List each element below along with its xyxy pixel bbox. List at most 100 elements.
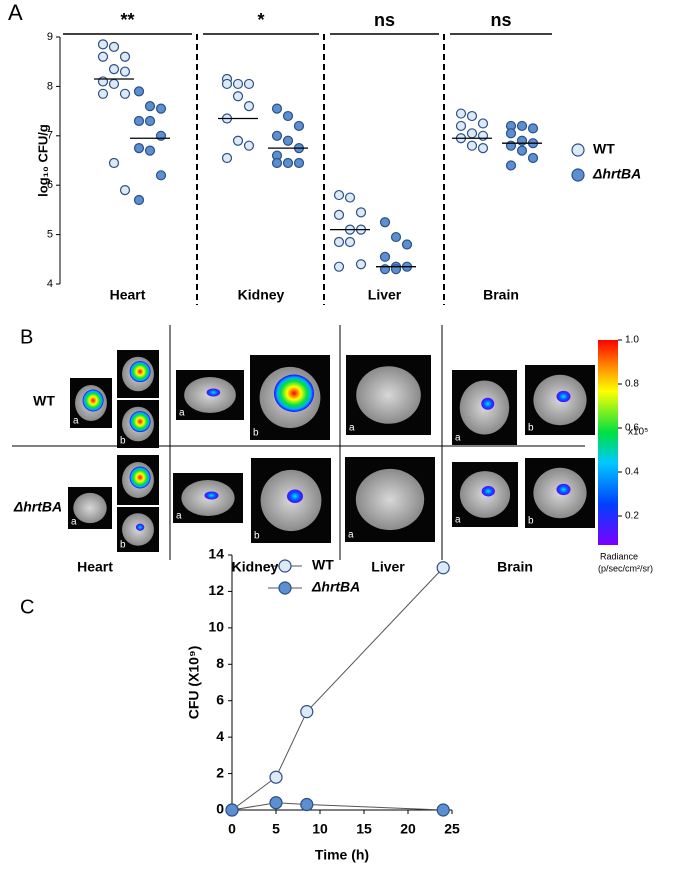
data-point <box>133 86 145 97</box>
significance: ns <box>374 10 395 30</box>
data-point <box>516 135 528 146</box>
organ-label: Heart <box>77 559 113 575</box>
data-point <box>333 189 345 201</box>
x-tick-label: 20 <box>400 821 416 837</box>
colorbar-tick-label: 0.4 <box>625 467 639 478</box>
image-sublabel: a <box>455 433 461 444</box>
significance: ** <box>120 10 134 30</box>
y-tick-label: 8 <box>216 655 224 671</box>
colorbar-tick-label: 0.2 <box>625 511 639 522</box>
data-point <box>282 135 294 146</box>
y-tick-label: 14 <box>208 546 224 562</box>
signal <box>135 523 145 531</box>
signal <box>129 361 151 383</box>
data-point <box>232 91 244 102</box>
data-point <box>108 157 120 169</box>
category-label: Liver <box>368 287 402 303</box>
image-sublabel: b <box>254 531 260 542</box>
data-point <box>271 130 283 141</box>
y-axis-label: log₁₀ CFU/g <box>35 124 50 197</box>
data-point <box>282 110 294 122</box>
panel-label: B <box>20 326 33 348</box>
y-tick-label: 5 <box>47 229 53 241</box>
data-point <box>119 51 131 62</box>
data-point <box>271 103 283 114</box>
data-point <box>155 103 167 114</box>
data-point <box>466 110 478 122</box>
image-sublabel: a <box>176 511 182 522</box>
data-point <box>119 88 131 99</box>
data-point <box>516 120 528 132</box>
signal <box>129 411 151 433</box>
signal <box>129 466 151 489</box>
panel-label: C <box>20 596 34 618</box>
data-point <box>527 123 539 134</box>
data-point <box>466 128 478 139</box>
data-point <box>390 264 402 275</box>
data-point <box>390 231 402 243</box>
data-point <box>155 130 167 141</box>
data-point <box>271 157 283 169</box>
colorbar-tick-label: 0.8 <box>625 379 639 390</box>
y-tick-label: 6 <box>47 179 53 191</box>
series-line <box>231 567 444 811</box>
x-axis-label: Time (h) <box>315 847 369 863</box>
data-point <box>133 115 145 127</box>
signal <box>481 486 495 497</box>
image-sublabel: a <box>349 423 355 434</box>
data-point <box>379 264 391 275</box>
signal <box>556 390 571 403</box>
colorbar-tick-label: 0.6 <box>625 423 639 434</box>
data-point <box>232 135 244 146</box>
y-tick-label: 7 <box>47 130 53 142</box>
data-point <box>221 152 233 164</box>
y-tick-label: 4 <box>216 728 224 744</box>
data-point <box>333 236 345 248</box>
data-point <box>344 192 356 203</box>
data-point <box>144 101 156 112</box>
organ-label: Liver <box>371 559 405 575</box>
tissue <box>356 366 421 424</box>
data-point <box>505 140 517 151</box>
data-point <box>477 130 489 141</box>
category-label: Kidney <box>238 287 285 303</box>
data-point <box>300 705 314 719</box>
data-point <box>225 803 239 817</box>
legend-marker <box>278 581 292 595</box>
data-point <box>144 115 156 127</box>
data-point <box>269 770 283 784</box>
data-point <box>97 76 109 87</box>
image-sublabel: a <box>348 530 354 541</box>
data-point <box>436 561 450 575</box>
signal <box>206 388 221 397</box>
signal <box>556 483 571 496</box>
image-sublabel: a <box>71 517 77 528</box>
tissue <box>355 468 425 531</box>
data-point <box>221 78 233 90</box>
category-label: Brain <box>483 287 519 303</box>
data-point <box>505 160 517 171</box>
data-point <box>243 140 255 151</box>
x-tick-label: 10 <box>312 821 328 837</box>
data-point <box>379 251 391 262</box>
data-point <box>243 101 255 112</box>
organ-label: Brain <box>497 559 533 575</box>
y-tick-label: 0 <box>216 801 224 817</box>
data-point <box>119 185 131 196</box>
signal <box>204 491 219 500</box>
data-point <box>155 170 167 181</box>
x-tick-label: 15 <box>356 821 372 837</box>
signal <box>287 489 303 504</box>
row-label: ΔhrtBA <box>13 499 62 515</box>
data-point <box>466 140 478 151</box>
data-point <box>333 261 345 272</box>
data-point <box>333 209 345 220</box>
signal <box>481 397 495 410</box>
x-tick-label: 5 <box>272 821 280 837</box>
data-point <box>516 145 528 156</box>
colorbar <box>598 340 618 545</box>
data-point <box>108 64 120 75</box>
tissue <box>73 492 107 524</box>
colorbar-tick-label: 1.0 <box>625 335 639 346</box>
